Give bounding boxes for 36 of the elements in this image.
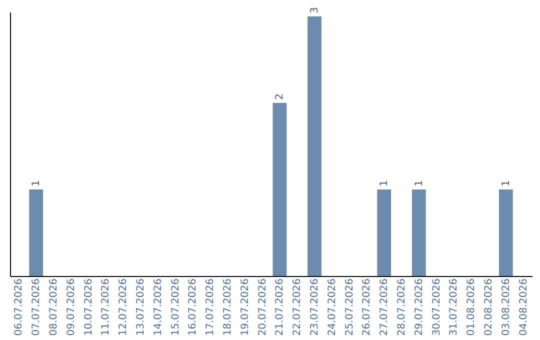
x-tick-label: 01.08.2026	[466, 278, 478, 336]
x-tick-label: 10.07.2026	[83, 278, 94, 336]
x-tick-label: 22.07.2026	[292, 278, 304, 336]
x-tick-label: 17.07.2026	[205, 278, 216, 336]
data-label: 2	[274, 94, 286, 100]
x-tick-label: 31.07.2026	[448, 278, 460, 336]
x-tick-label: 11.07.2026	[100, 278, 112, 336]
x-tick-label: 24.07.2026	[326, 278, 338, 336]
x-tick-label: 25.07.2026	[344, 278, 356, 336]
x-tick-label: 16.07.2026	[188, 278, 199, 336]
x-tick-label: 19.07.2026	[240, 278, 251, 336]
x-tick-label: 21.07.2026	[274, 278, 286, 336]
x-tick-label: 28.07.2026	[396, 278, 408, 336]
x-tick-label: 14.07.2026	[152, 278, 164, 336]
x-tick-label: 23.07.2026	[310, 278, 320, 336]
x-tick-label: 30.07.2026	[431, 278, 442, 336]
x-tick-label: 29.07.2026	[414, 278, 425, 336]
data-label: 1	[500, 180, 512, 186]
x-tick-label: 04.08.2026	[518, 278, 530, 336]
x-tick-label: 15.07.2026	[170, 278, 182, 336]
x-tick-label: 27.07.2026	[379, 278, 390, 336]
x-tick-label: 06.07.2026	[14, 278, 25, 336]
data-label: 3	[310, 6, 320, 14]
x-tick-label: 03.08.2026	[500, 278, 512, 336]
x-tick-label: 02.08.2026	[484, 278, 494, 336]
x-tick-label: 08.07.2026	[48, 278, 60, 336]
x-tick-label: 13.07.2026	[136, 278, 146, 336]
x-tick-label: 26.07.2026	[362, 278, 373, 336]
data-label: 1	[414, 180, 425, 186]
x-tick-label: 12.07.2026	[118, 278, 130, 336]
x-tick-label: 09.07.2026	[66, 278, 77, 336]
data-label: 1	[379, 180, 390, 186]
data-label: 1	[31, 180, 42, 186]
x-tick-label: 07.07.2026	[31, 278, 42, 336]
x-tick-label: 20.07.2026	[257, 278, 268, 336]
x-tick-label: 18.07.2026	[222, 278, 234, 336]
